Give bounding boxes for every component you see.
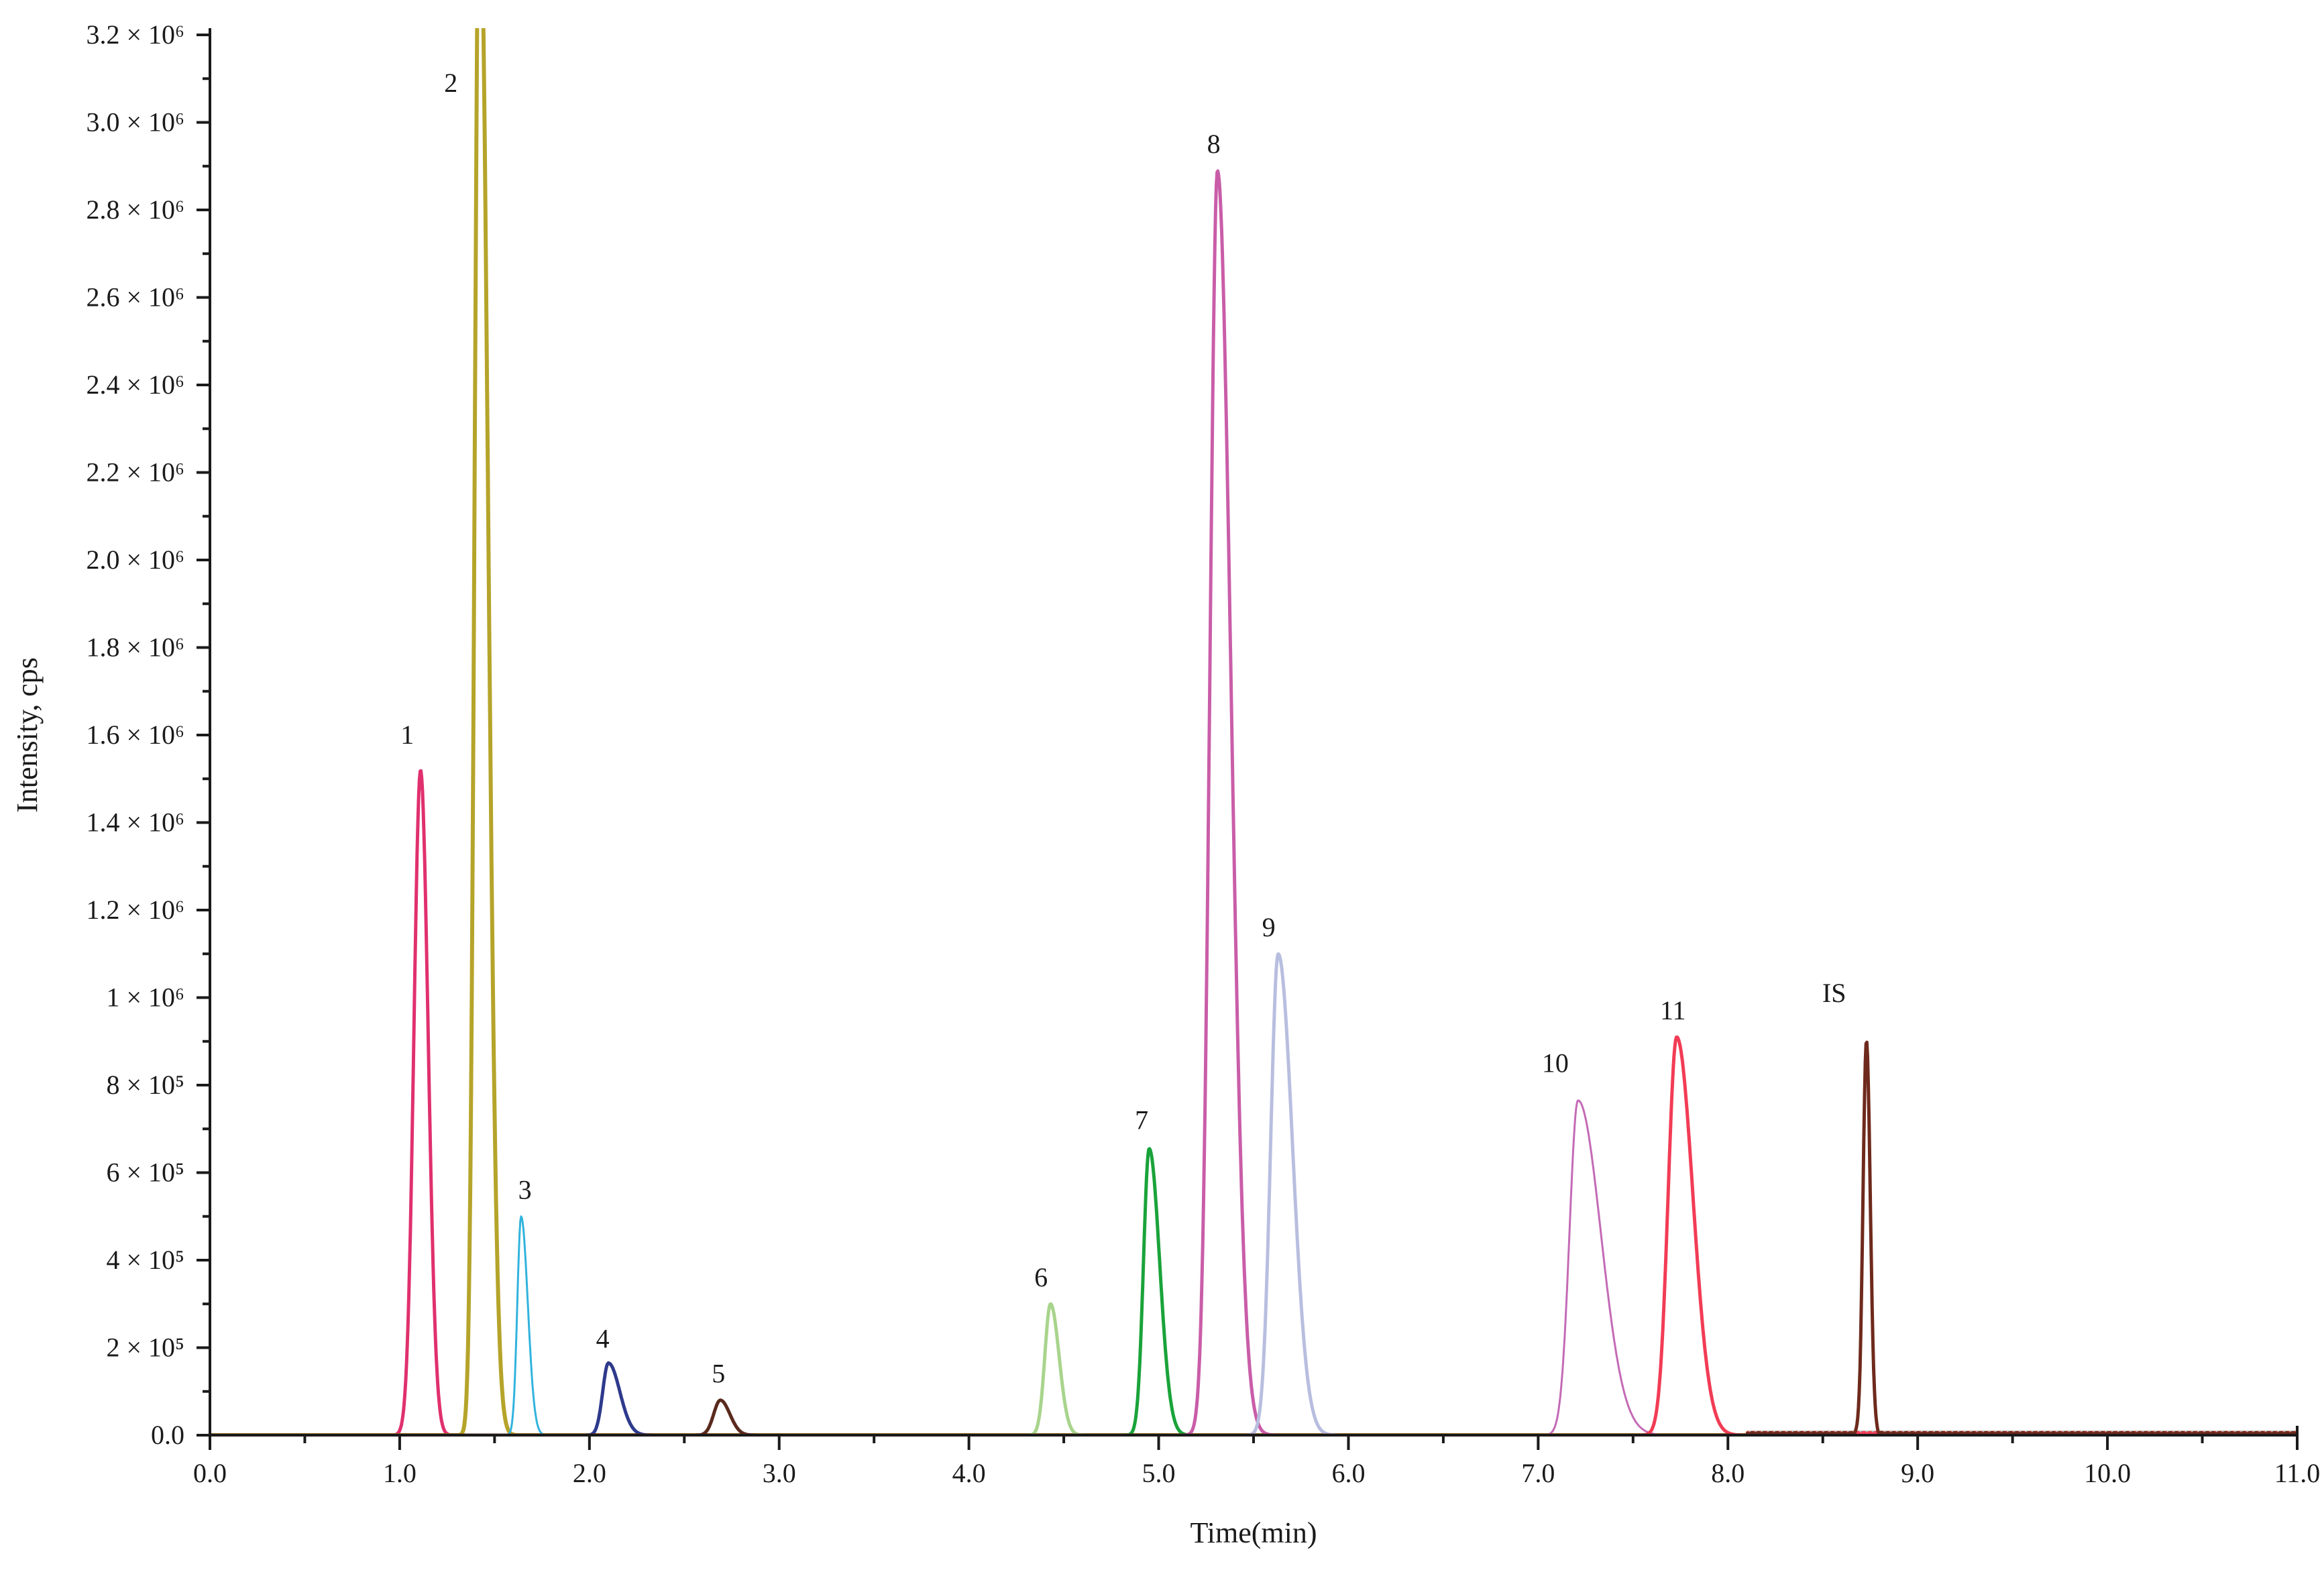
y-tick-label: 2.0 × 10⁶ (86, 545, 184, 575)
x-axis-title: Time(min) (1190, 1516, 1317, 1549)
y-tick-label: 3.2 × 10⁶ (86, 19, 184, 50)
x-tick-label: 10.0 (2084, 1458, 2131, 1488)
x-tick-label: 4.0 (952, 1458, 986, 1488)
y-tick-label: 1.2 × 10⁶ (86, 895, 184, 925)
x-tick-label: 7.0 (1521, 1458, 1555, 1488)
x-tick-label: 3.0 (763, 1458, 796, 1488)
x-tick-label: 6.0 (1331, 1458, 1365, 1488)
peak-label-7: 7 (1135, 1105, 1148, 1135)
peak-label-is: IS (1822, 978, 1846, 1008)
y-tick-label: 2 × 10⁵ (106, 1333, 184, 1363)
peak-label-3: 3 (518, 1175, 532, 1205)
peak-label-9: 9 (1262, 912, 1276, 942)
peak-label-6: 6 (1034, 1262, 1048, 1292)
peak-label-2: 2 (444, 68, 457, 98)
y-tick-label: 2.8 × 10⁶ (86, 194, 184, 225)
peak-trace-6 (210, 1302, 2297, 1437)
x-tick-label: 8.0 (1711, 1458, 1745, 1488)
x-tick-label: 9.0 (1901, 1458, 1934, 1488)
y-tick-label: 2.6 × 10⁶ (86, 282, 184, 313)
x-tick-label: 11.0 (2274, 1458, 2321, 1488)
x-tick-label: 5.0 (1142, 1458, 1176, 1488)
peak-label-10: 10 (1542, 1048, 1569, 1078)
y-axis-title: Intensity, cps (11, 657, 44, 813)
peak-label-5: 5 (712, 1359, 725, 1389)
y-tick-label: 1.6 × 10⁶ (86, 720, 184, 750)
x-tick-label: 0.0 (193, 1458, 227, 1488)
peak-label-4: 4 (596, 1324, 610, 1354)
peak-label-8: 8 (1207, 129, 1221, 159)
ticks-layer (197, 34, 2299, 1450)
y-tick-label: 0.0 (151, 1420, 184, 1450)
x-tick-label: 2.0 (573, 1458, 606, 1488)
peak-label-1: 1 (400, 720, 414, 750)
axes-layer (209, 28, 2299, 1437)
y-tick-label: 1.4 × 10⁶ (86, 807, 184, 838)
y-tick-label: 4 × 10⁵ (106, 1245, 184, 1275)
peak-trace-is (210, 1040, 2297, 1437)
y-tick-label: 1.8 × 10⁶ (86, 632, 184, 663)
labels-layer: Time(min) Intensity, cps 0.0 1.0 2.0 3.0 4.0… (11, 19, 2320, 1549)
y-tick-label: 8 × 10⁵ (106, 1070, 184, 1100)
peak-trace-1 (210, 769, 2297, 1437)
peak-trace-8 (210, 169, 2297, 1437)
series-layer (210, 28, 2297, 1437)
y-tick-label: 6 × 10⁵ (106, 1158, 184, 1188)
y-tick-label: 2.4 × 10⁶ (86, 370, 184, 400)
y-tick-label: 3.0 × 10⁶ (86, 107, 184, 137)
y-tick-label: 1 × 10⁶ (106, 982, 184, 1013)
y-tick-label: 2.2 × 10⁶ (86, 457, 184, 488)
x-tick-label: 1.0 (383, 1458, 417, 1488)
peak-trace-10 (210, 1099, 2297, 1437)
peak-label-11: 11 (1660, 995, 1686, 1025)
